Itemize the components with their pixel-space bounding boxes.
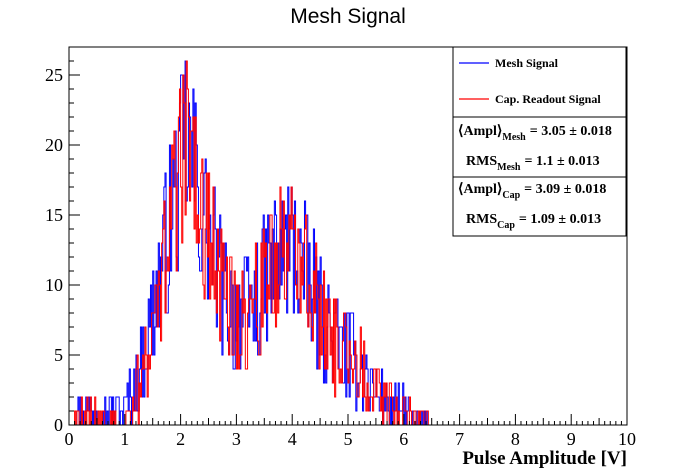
legend-label-cap: Cap. Readout Signal: [495, 92, 601, 106]
stat-ampl-cap-sub: Cap: [502, 190, 520, 201]
stat-rms-cap: RMSCap = 1.09 ± 0.013: [466, 212, 601, 231]
stat-ampl-mesh-label: ⟨Ampl⟩: [458, 124, 502, 139]
stats-box-cap: ⟨Ampl⟩Cap = 3.09 ± 0.018 RMSCap = 1.09 ± 0…: [452, 176, 627, 237]
stat-ampl-mesh: ⟨Ampl⟩Mesh = 3.05 ± 0.018: [458, 124, 612, 143]
x-axis-ticks: 0 1 2 3 4 5 6 7 8 9 10: [65, 414, 636, 449]
x-tick-label: 0: [65, 429, 74, 449]
stat-rms-mesh-label: RMS: [466, 154, 497, 169]
y-tick-label: 20: [45, 135, 63, 155]
legend: Mesh Signal Cap. Readout Signal: [452, 46, 627, 118]
stat-rms-mesh-value: = 1.1 ± 0.013: [524, 154, 599, 169]
stats-box-mesh: ⟨Ampl⟩Mesh = 3.05 ± 0.018 RMSMesh = 1.1 ± …: [452, 116, 627, 178]
x-tick-label: 3: [232, 429, 241, 449]
legend-label-mesh: Mesh Signal: [495, 56, 559, 70]
y-tick-label: 25: [45, 65, 63, 85]
stat-rms-cap-label: RMS: [466, 212, 497, 227]
stat-ampl-cap: ⟨Ampl⟩Cap = 3.09 ± 0.018: [458, 182, 606, 201]
stat-ampl-cap-value: = 3.09 ± 0.018: [524, 182, 606, 197]
x-tick-label: 7: [455, 429, 464, 449]
y-tick-label: 10: [45, 275, 63, 295]
legend-frame: [452, 46, 627, 118]
x-tick-label: 4: [288, 429, 297, 449]
stat-ampl-cap-label: ⟨Ampl⟩: [458, 182, 502, 197]
x-tick-label: 9: [567, 429, 576, 449]
stat-ampl-mesh-sub: Mesh: [502, 132, 526, 143]
stats-frame-cap: [452, 176, 627, 237]
x-tick-label: 10: [618, 429, 636, 449]
x-tick-label: 5: [344, 429, 353, 449]
x-axis-label: Pulse Amplitude [V]: [462, 448, 627, 469]
chart-title: Mesh Signal: [290, 5, 406, 28]
y-tick-label: 5: [54, 345, 63, 365]
y-axis-ticks: 0 5 10 15 20 25: [45, 46, 80, 435]
stat-rms-mesh: RMSMesh = 1.1 ± 0.013: [466, 154, 600, 173]
x-tick-label: 8: [511, 429, 520, 449]
stat-ampl-mesh-value: = 3.05 ± 0.018: [530, 124, 612, 139]
stat-rms-mesh-sub: Mesh: [497, 162, 521, 173]
x-tick-label: 1: [120, 429, 129, 449]
stat-rms-cap-sub: Cap: [497, 220, 515, 231]
y-tick-label: 15: [45, 205, 63, 225]
x-tick-label: 2: [176, 429, 185, 449]
stat-rms-cap-value: = 1.09 ± 0.013: [519, 212, 601, 227]
stats-frame-mesh: [452, 116, 627, 178]
x-tick-label: 6: [399, 429, 408, 449]
y-tick-label: 0: [54, 415, 63, 435]
